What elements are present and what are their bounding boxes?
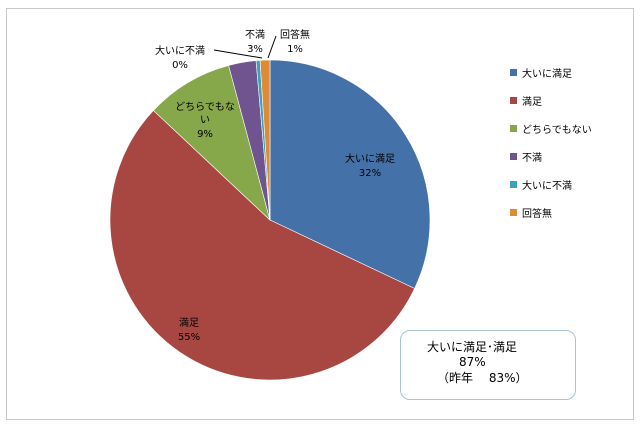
pie-slice-0 [269, 59, 431, 289]
slice-percent-label: 55% [178, 332, 200, 343]
pie-slice-1 [109, 110, 415, 381]
legend-item: どちらでもない [522, 124, 592, 136]
legend-swatch [510, 209, 517, 216]
leader-line [213, 49, 263, 59]
slice-name-label-cont: い [200, 115, 210, 126]
legend-item: 大いに満足 [522, 67, 572, 80]
slice-name-label: 大いに不満 [155, 44, 205, 57]
slice-percent-label: 3% [247, 44, 263, 55]
legend-swatch [510, 153, 517, 160]
summary-line2: 87% [459, 355, 486, 369]
slice-name-label: 大いに満足 [345, 152, 395, 165]
pie-slice-2 [152, 65, 271, 221]
legend-swatch [510, 181, 517, 188]
leader-line [267, 35, 277, 59]
slice-percent-label: 0% [172, 60, 188, 71]
slice-name-label: 不満 [245, 29, 265, 41]
legend-swatch [510, 125, 517, 132]
slice-name-label: 満足 [179, 317, 199, 329]
legend-item: 大いに不満 [522, 179, 572, 192]
slice-name-label: 回答無 [280, 28, 310, 41]
slice-percent-label: 1% [287, 44, 303, 55]
pie-slice-5 [259, 59, 271, 221]
chart-frame [6, 8, 634, 420]
legend-item: 回答無 [522, 207, 552, 220]
slice-percent-label: 9% [197, 129, 213, 140]
legend-swatch [510, 69, 517, 76]
slice-percent-label: 32% [359, 168, 381, 179]
legend-item: 満足 [522, 96, 542, 108]
summary-box: 大いに満足･満足 87% （昨年 83%） [400, 330, 576, 400]
summary-line1: 大いに満足･満足 [427, 340, 518, 354]
legend-swatch [510, 97, 517, 104]
slice-name-label: どちらでもな [175, 101, 235, 113]
legend-item: 不満 [522, 152, 542, 164]
summary-line3: （昨年 83%） [437, 371, 528, 385]
